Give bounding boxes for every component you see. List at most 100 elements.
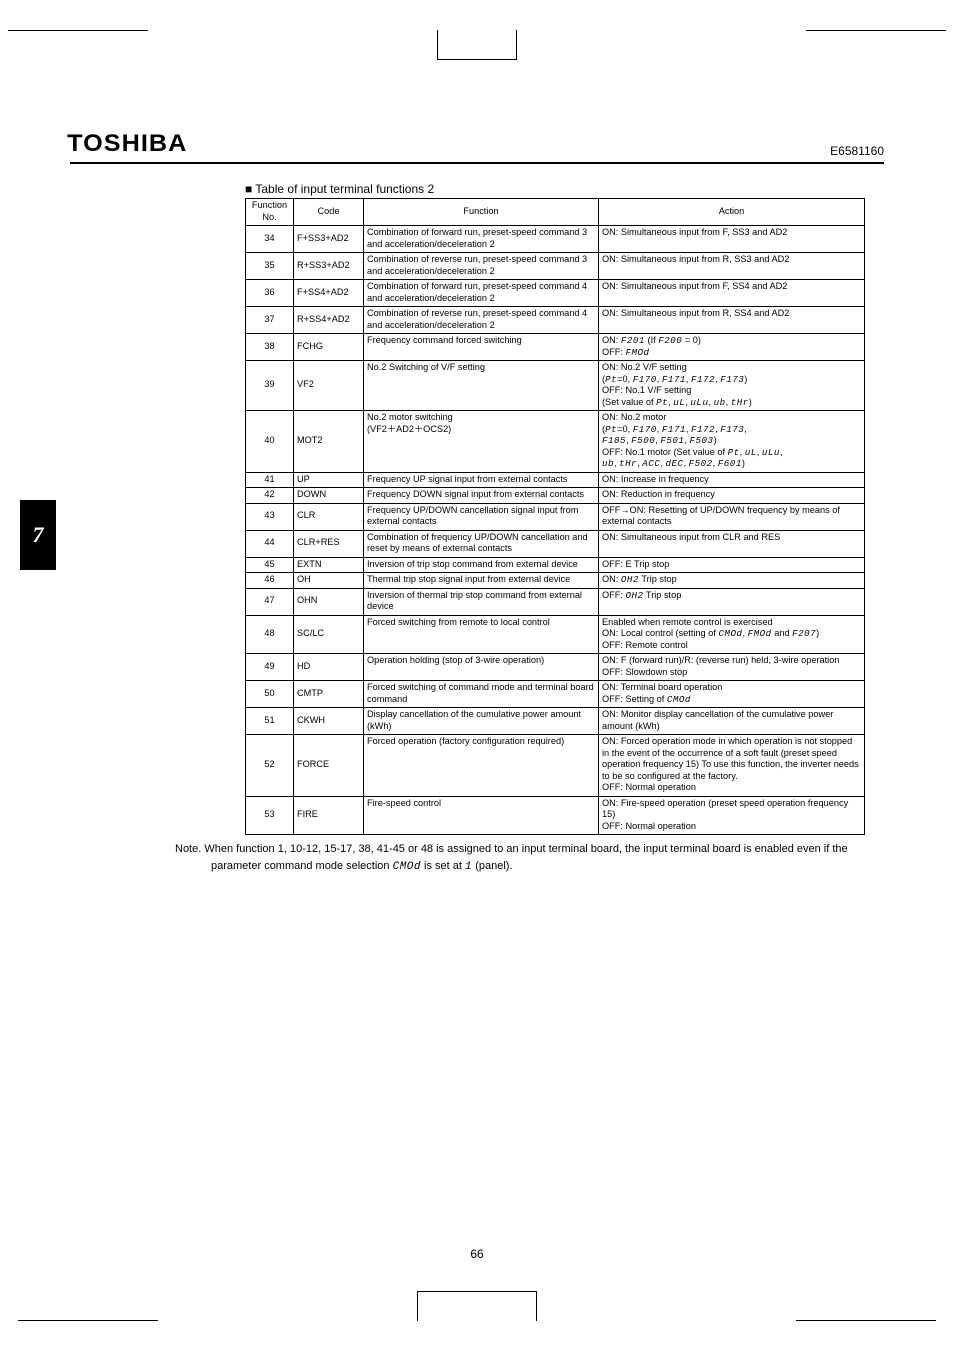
cell-code: F+SS4+AD2 — [294, 280, 364, 307]
page-number: 66 — [70, 1247, 884, 1261]
cell-code: CLR+RES — [294, 530, 364, 557]
cell-function-no: 50 — [246, 681, 294, 708]
cell-action: ON: Terminal board operationOFF: Setting… — [599, 681, 865, 708]
cell-code: CKWH — [294, 708, 364, 735]
cell-function-no: 38 — [246, 334, 294, 361]
cell-function: Frequency command forced switching — [364, 334, 599, 361]
cell-code: CMTP — [294, 681, 364, 708]
cell-function-no: 41 — [246, 472, 294, 488]
cell-function: Frequency UP/DOWN cancellation signal in… — [364, 503, 599, 530]
cell-action: ON: Simultaneous input from CLR and RES — [599, 530, 865, 557]
table-row: 44CLR+RESCombination of frequency UP/DOW… — [246, 530, 865, 557]
cell-function: Combination of forward run, preset-speed… — [364, 280, 599, 307]
cell-action: OFF→ON: Resetting of UP/DOWN frequency b… — [599, 503, 865, 530]
cell-code: HD — [294, 654, 364, 681]
cell-action: ON: Reduction in frequency — [599, 488, 865, 504]
cell-function-no: 45 — [246, 557, 294, 573]
cell-code: SC/LC — [294, 615, 364, 654]
cell-code: R+SS4+AD2 — [294, 307, 364, 334]
cell-code: UP — [294, 472, 364, 488]
cell-function: Combination of frequency UP/DOWN cancell… — [364, 530, 599, 557]
cell-action: ON: Increase in frequency — [599, 472, 865, 488]
table-row: 46OHThermal trip stop signal input from … — [246, 573, 865, 589]
cell-action: Enabled when remote control is exercised… — [599, 615, 865, 654]
cell-code: F+SS3+AD2 — [294, 226, 364, 253]
cell-action: ON: Simultaneous input from R, SS3 and A… — [599, 253, 865, 280]
col-function: Function — [364, 199, 599, 226]
table-row: 35R+SS3+AD2Combination of reverse run, p… — [246, 253, 865, 280]
cell-action: OFF: OH2 Trip stop — [599, 588, 865, 615]
table-row: 34F+SS3+AD2Combination of forward run, p… — [246, 226, 865, 253]
cell-function: Fire-speed control — [364, 796, 599, 835]
table-row: 38FCHGFrequency command forced switching… — [246, 334, 865, 361]
cell-code: R+SS3+AD2 — [294, 253, 364, 280]
chapter-side-tab: 7 — [20, 500, 56, 570]
cell-function: No.2 Switching of V/F setting — [364, 361, 599, 411]
table-row: 50CMTPForced switching of command mode a… — [246, 681, 865, 708]
table-header-row: Function No. Code Function Action — [246, 199, 865, 226]
cell-code: OH — [294, 573, 364, 589]
col-code: Code — [294, 199, 364, 226]
cell-action: ON: No.2 motor (Pt=0, F170, F171, F172, … — [599, 411, 865, 473]
col-action: Action — [599, 199, 865, 226]
cell-action: ON: Monitor display cancellation of the … — [599, 708, 865, 735]
cell-action: ON: Simultaneous input from F, SS3 and A… — [599, 226, 865, 253]
cell-action: ON: Forced operation mode in which opera… — [599, 735, 865, 797]
cell-function: Combination of forward run, preset-speed… — [364, 226, 599, 253]
page-header: TOSHIBA E6581160 — [70, 130, 884, 164]
cell-function-no: 47 — [246, 588, 294, 615]
cell-function-no: 49 — [246, 654, 294, 681]
cell-action: ON: Fire-speed operation (preset speed o… — [599, 796, 865, 835]
cell-function: Combination of reverse run, preset-speed… — [364, 307, 599, 334]
cell-function: Inversion of trip stop command from exte… — [364, 557, 599, 573]
cell-function: Forced switching of command mode and ter… — [364, 681, 599, 708]
cell-function: Inversion of thermal trip stop command f… — [364, 588, 599, 615]
cell-function-no: 40 — [246, 411, 294, 473]
table-row: 52FORCEForced operation (factory configu… — [246, 735, 865, 797]
cell-action: ON: F (forward run)/R: (reverse run) hel… — [599, 654, 865, 681]
table-row: 45EXTNInversion of trip stop command fro… — [246, 557, 865, 573]
toshiba-logo: TOSHIBA — [67, 130, 187, 158]
cell-function-no: 43 — [246, 503, 294, 530]
table-row: 43CLRFrequency UP/DOWN cancellation sign… — [246, 503, 865, 530]
cell-code: OHN — [294, 588, 364, 615]
cell-code: MOT2 — [294, 411, 364, 473]
cell-function-no: 52 — [246, 735, 294, 797]
table-row: 39VF2No.2 Switching of V/F settingON: No… — [246, 361, 865, 411]
cell-function-no: 37 — [246, 307, 294, 334]
crop-mark-top — [437, 30, 517, 60]
cell-function-no: 44 — [246, 530, 294, 557]
cell-function: Forced operation (factory configuration … — [364, 735, 599, 797]
cell-action: ON: F201 (If F200 = 0)OFF: FMOd — [599, 334, 865, 361]
table-row: 37R+SS4+AD2Combination of reverse run, p… — [246, 307, 865, 334]
cell-function-no: 35 — [246, 253, 294, 280]
cell-function-no: 53 — [246, 796, 294, 835]
cell-action: ON: No.2 V/F setting (Pt=0, F170, F171, … — [599, 361, 865, 411]
table-title: Table of input terminal functions 2 — [245, 182, 884, 196]
table-row: 36F+SS4+AD2Combination of forward run, p… — [246, 280, 865, 307]
crop-mark-bottom — [417, 1291, 537, 1321]
cell-code: FIRE — [294, 796, 364, 835]
cell-code: DOWN — [294, 488, 364, 504]
cell-function: Forced switching from remote to local co… — [364, 615, 599, 654]
cell-code: FCHG — [294, 334, 364, 361]
cell-action: ON: Simultaneous input from F, SS4 and A… — [599, 280, 865, 307]
cell-function-no: 34 — [246, 226, 294, 253]
cell-code: EXTN — [294, 557, 364, 573]
cell-code: CLR — [294, 503, 364, 530]
footnote: Note. When function 1, 10-12, 15-17, 38,… — [175, 841, 864, 875]
cell-function: Frequency UP signal input from external … — [364, 472, 599, 488]
cell-function: No.2 motor switching(VF2＋AD2＋OCS2) — [364, 411, 599, 473]
table-row: 40MOT2No.2 motor switching(VF2＋AD2＋OCS2)… — [246, 411, 865, 473]
document-number: E6581160 — [830, 144, 884, 158]
cell-function: Thermal trip stop signal input from exte… — [364, 573, 599, 589]
cell-action: ON: Simultaneous input from R, SS4 and A… — [599, 307, 865, 334]
table-row: 51CKWHDisplay cancellation of the cumula… — [246, 708, 865, 735]
table-row: 41UPFrequency UP signal input from exter… — [246, 472, 865, 488]
cell-function: Frequency DOWN signal input from externa… — [364, 488, 599, 504]
cell-function-no: 36 — [246, 280, 294, 307]
cell-function: Display cancellation of the cumulative p… — [364, 708, 599, 735]
cell-code: VF2 — [294, 361, 364, 411]
table-row: 42DOWNFrequency DOWN signal input from e… — [246, 488, 865, 504]
cell-function: Combination of reverse run, preset-speed… — [364, 253, 599, 280]
